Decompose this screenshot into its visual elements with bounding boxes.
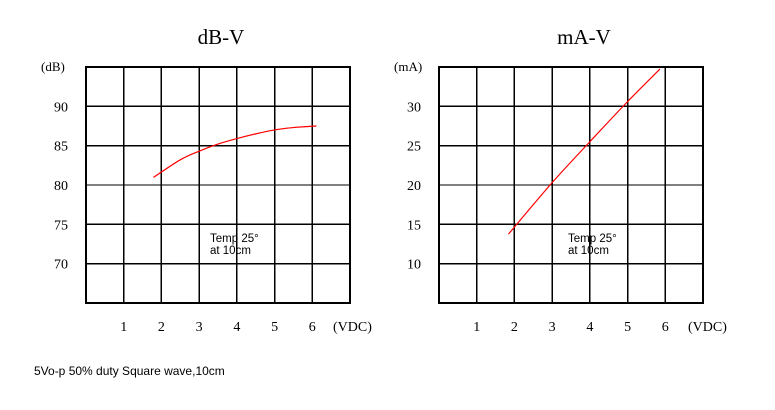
db-v-annotation-line: Temp 25° — [210, 233, 259, 245]
db-v-x-tick-label: 5 — [271, 320, 278, 335]
ma-v-chart: mA-V (mA) 10 15 20 25 30 1 2 3 4 5 6 (VDC) Temp 25°at … — [394, 25, 727, 335]
ma-v-x-tick-label: 4 — [586, 320, 593, 335]
ma-v-x-tick-label: 2 — [511, 320, 518, 335]
db-v-x-axis-label: (VDC) — [333, 320, 372, 335]
ma-v-x-axis-label: (VDC) — [688, 320, 727, 335]
ma-v-y-tick-label: 15 — [407, 218, 421, 233]
ma-v-plot-frame — [438, 66, 704, 304]
db-v-x-tick-label: 1 — [120, 320, 127, 335]
db-v-annotation-line: at 10cm — [210, 245, 251, 257]
ma-v-y-tick-label: 10 — [407, 258, 421, 273]
ma-v-x-tick-label: 6 — [662, 320, 669, 335]
db-v-x-tick-label: 6 — [309, 320, 316, 335]
db-v-x-tick-label: 3 — [196, 320, 203, 335]
db-v-y-tick-label: 80 — [54, 179, 68, 194]
ma-v-y-tick-label: 25 — [407, 140, 421, 155]
ma-v-title: mA-V — [557, 25, 611, 49]
db-v-x-tick-label: 4 — [233, 320, 240, 335]
ma-v-x-tick-label: 5 — [624, 320, 631, 335]
ma-v-x-tick-label: 3 — [549, 320, 556, 335]
db-v-chart: dB-V (dB) 70 75 80 85 90 1 2 3 4 5 6 (VDC) Temp 25°at … — [41, 25, 372, 335]
ma-v-series-line — [508, 68, 661, 235]
db-v-series-line — [153, 125, 317, 178]
footer-note: 5Vo-p 50% duty Square wave,10cm — [34, 364, 225, 378]
ma-v-annotation-line: at 10cm — [568, 245, 609, 257]
db-v-y-axis-label: (dB) — [41, 59, 65, 74]
db-v-y-tick-label: 70 — [54, 258, 68, 273]
db-v-y-tick-label: 90 — [54, 100, 68, 115]
db-v-y-tick-label: 75 — [54, 218, 68, 233]
db-v-title: dB-V — [198, 25, 245, 49]
ma-v-annotation-line: Temp 25° — [568, 233, 617, 245]
ma-v-y-tick-label: 30 — [407, 100, 421, 115]
db-v-plot-frame — [85, 66, 351, 304]
ma-v-y-tick-label: 20 — [407, 179, 421, 194]
ma-v-x-tick-label: 1 — [473, 320, 480, 335]
db-v-y-tick-label: 85 — [54, 140, 68, 155]
ma-v-y-axis-label: (mA) — [394, 59, 422, 74]
db-v-x-tick-label: 2 — [158, 320, 165, 335]
